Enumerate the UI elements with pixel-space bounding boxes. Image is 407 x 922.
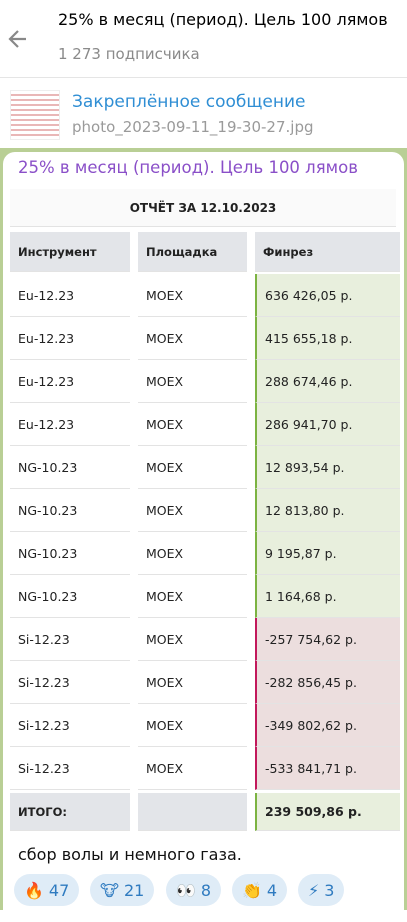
table-cell: Si-12.23 — [10, 704, 130, 747]
pnl-cell: 286 941,70 р. — [255, 403, 400, 446]
message-caption: сбор волы и немного газа. — [18, 845, 242, 864]
report-image[interactable]: ОТЧЁТ ЗА 12.10.2023 Инструмент Площадка Фин… — [8, 183, 400, 831]
table-cell: MOEX — [138, 446, 247, 489]
pnl-cell: 12 893,54 р. — [255, 446, 400, 489]
pnl-cell: -533 841,71 р. — [255, 747, 400, 790]
column-header: Площадка — [138, 232, 247, 272]
total-label: ИТОГО: — [10, 793, 130, 831]
table-cell: NG-10.23 — [10, 446, 130, 489]
pnl-cell: 288 674,46 р. — [255, 360, 400, 403]
table-cell: MOEX — [138, 575, 247, 618]
pnl-cell: 415 655,18 р. — [255, 317, 400, 360]
column-header: Финрез — [255, 232, 400, 272]
pnl-cell: -282 856,45 р. — [255, 661, 400, 704]
pnl-cell: 9 195,87 р. — [255, 532, 400, 575]
pinned-file[interactable]: photo_2023-09-11_19-30-27.jpg — [72, 118, 314, 136]
table-cell: MOEX — [138, 403, 247, 446]
reaction-count: 21 — [123, 880, 145, 900]
reaction-count: 8 — [200, 880, 212, 900]
reaction-emoji: 👀 — [176, 880, 196, 900]
reaction-emoji: 👏 — [242, 880, 262, 900]
message-author[interactable]: 25% в месяц (период). Цель 100 лямов — [18, 158, 358, 177]
table-title: ОТЧЁТ ЗА 12.10.2023 — [10, 189, 396, 227]
table-cell: MOEX — [138, 360, 247, 403]
table-cell: MOEX — [138, 747, 247, 790]
pnl-cell: -349 802,62 р. — [255, 704, 400, 747]
divider — [0, 77, 407, 78]
table-cell: Eu-12.23 — [10, 317, 130, 360]
reaction-emoji: 🐮 — [100, 880, 119, 900]
table-cell: NG-10.23 — [10, 575, 130, 618]
table-cell: MOEX — [138, 274, 247, 317]
table-cell: Eu-12.23 — [10, 403, 130, 446]
subscriber-count: 1 273 подписчика — [58, 45, 200, 63]
pnl-cell: 636 426,05 р. — [255, 274, 400, 317]
table-cell: Si-12.23 — [10, 618, 130, 661]
reaction-count: 4 — [266, 880, 278, 900]
reaction-count: 47 — [48, 880, 70, 900]
table-cell: Si-12.23 — [10, 747, 130, 790]
reaction[interactable]: 👏 4 — [232, 874, 288, 906]
total-value: 239 509,86 р. — [255, 793, 400, 831]
reaction-count: 3 — [324, 880, 335, 900]
back-button[interactable] — [6, 26, 32, 52]
table-cell: NG-10.23 — [10, 489, 130, 532]
pnl-cell: 1 164,68 р. — [255, 575, 400, 618]
table-cell: MOEX — [138, 489, 247, 532]
reaction[interactable]: 🔥 47 — [14, 874, 80, 906]
total-spacer — [138, 793, 247, 831]
column-header: Инструмент — [10, 232, 130, 272]
table-cell: MOEX — [138, 317, 247, 360]
table-cell: MOEX — [138, 532, 247, 575]
reaction[interactable]: 👀 8 — [166, 874, 222, 906]
reaction-emoji: 🔥 — [24, 880, 44, 900]
table-cell: MOEX — [138, 661, 247, 704]
reaction[interactable]: 🐮 21 — [90, 874, 155, 906]
table-cell: MOEX — [138, 618, 247, 661]
pinned-label[interactable]: Закреплённое сообщение — [72, 92, 306, 112]
pinned-thumbnail[interactable] — [10, 90, 60, 140]
table-cell: Eu-12.23 — [10, 360, 130, 403]
pnl-cell: -257 754,62 р. — [255, 618, 400, 661]
table-cell: Eu-12.23 — [10, 274, 130, 317]
table-cell: Si-12.23 — [10, 661, 130, 704]
channel-title[interactable]: 25% в месяц (период). Цель 100 лямов — [58, 10, 388, 29]
reaction[interactable]: ⚡ 3 — [298, 874, 345, 906]
pnl-cell: 12 813,80 р. — [255, 489, 400, 532]
table-cell: MOEX — [138, 704, 247, 747]
reaction-emoji: ⚡ — [308, 880, 320, 900]
table-cell: NG-10.23 — [10, 532, 130, 575]
